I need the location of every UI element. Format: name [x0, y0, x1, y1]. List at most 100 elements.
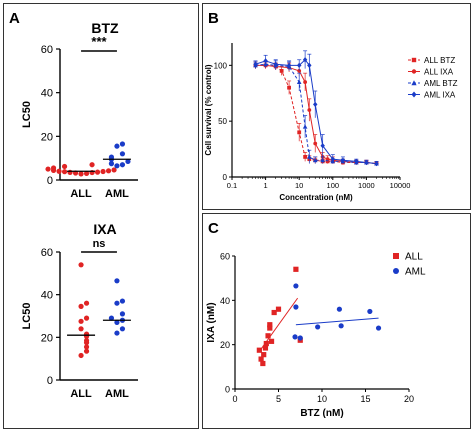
data-point-all: [78, 303, 84, 309]
y-tick-label: 50: [218, 117, 227, 126]
data-point-all: [293, 266, 299, 272]
data-point-aml: [125, 158, 131, 165]
trend-line-aml: [295, 317, 379, 326]
panel-letter-a: A: [9, 10, 20, 27]
x-axis-label: Concentration (nM): [279, 193, 353, 202]
data-point-all: [83, 344, 90, 350]
data-point-all: [94, 169, 101, 175]
y-tick-label: 0: [223, 173, 228, 182]
data-point-all-ixa: [325, 157, 330, 162]
data-point-all: [78, 352, 84, 359]
data-point-aml: [114, 163, 120, 169]
data-point-aml: [114, 330, 120, 336]
data-point-all: [83, 348, 90, 354]
legend-marker-all: [393, 253, 399, 259]
data-point-aml: [119, 162, 126, 168]
data-point-all: [260, 360, 266, 367]
data-point-all-btz: [287, 85, 291, 90]
x-tick-label: 100: [327, 181, 340, 190]
data-point-aml-btz: [302, 124, 308, 129]
data-point-aml-ixa: [313, 101, 318, 108]
data-point-aml: [108, 315, 115, 321]
data-point-all-ixa: [307, 108, 312, 112]
data-point-all: [50, 165, 57, 171]
x-tick-label: 5: [276, 394, 281, 404]
data-point-all: [111, 167, 117, 173]
legend-label-all-btz: ALL BTZ: [424, 56, 455, 65]
y-axis-label: LC50: [21, 101, 33, 128]
data-point-aml-ixa: [374, 160, 379, 167]
y-tick-label: 100: [214, 61, 228, 70]
data-point-all: [105, 168, 112, 174]
data-point-aml: [119, 326, 126, 332]
data-point-all: [258, 356, 264, 362]
data-point-all-btz: [279, 69, 284, 73]
y-axis-label: LC50: [21, 303, 33, 330]
data-point-all: [100, 168, 106, 175]
data-point-all-ixa: [313, 141, 318, 146]
legend-marker-all-ixa: [411, 69, 417, 74]
data-point-all: [265, 333, 271, 339]
data-point-all: [61, 169, 68, 175]
data-point-aml-ixa: [263, 58, 268, 64]
data-point-all: [45, 166, 51, 172]
legend-label-all: ALL: [405, 252, 423, 263]
data-point-all: [78, 171, 84, 177]
data-point-aml: [367, 308, 373, 315]
x-tick-label: ALL: [70, 188, 92, 200]
data-point-all: [78, 318, 84, 324]
panel-letter-b: B: [208, 10, 219, 27]
legend-marker-aml-ixa: [411, 91, 417, 98]
legend-marker-all-btz: [411, 57, 417, 63]
data-point-all-btz: [297, 130, 302, 135]
y-tick-label: 40: [41, 88, 53, 100]
legend-label-aml-ixa: AML IXA: [424, 91, 456, 100]
series-line-all-ixa: [255, 64, 377, 165]
data-point-aml: [375, 325, 382, 331]
data-point-aml: [119, 151, 126, 157]
data-point-aml: [114, 278, 120, 284]
data-point-aml: [108, 161, 115, 167]
data-point-all: [267, 325, 273, 331]
data-point-aml-ixa: [330, 156, 335, 162]
significance-label: ns: [93, 238, 106, 250]
data-point-aml: [119, 141, 126, 147]
legend-label-aml: AML: [405, 267, 426, 278]
panel-b: [202, 3, 471, 210]
data-point-all: [83, 315, 90, 321]
y-tick-label: 40: [41, 290, 53, 302]
data-point-all: [61, 163, 68, 170]
data-point-aml: [119, 298, 126, 304]
data-point-aml: [114, 319, 120, 325]
y-tick-label: 60: [41, 247, 53, 259]
y-tick-label: 0: [225, 385, 230, 395]
legend-label-all-ixa: ALL IXA: [424, 68, 454, 77]
data-point-all: [262, 345, 269, 351]
series-line-aml-ixa: [255, 59, 377, 165]
y-tick-label: 0: [47, 375, 53, 387]
chart-title: BTZ: [91, 20, 119, 36]
x-tick-label: AML: [105, 388, 129, 400]
x-axis-label: BTZ (nM): [300, 408, 343, 419]
panel-a: [3, 3, 199, 429]
x-tick-label: 20: [404, 394, 414, 404]
data-point-all: [78, 262, 84, 268]
data-point-aml: [114, 143, 120, 149]
data-point-all: [263, 340, 269, 347]
data-point-aml-ixa: [286, 62, 292, 69]
data-point-aml: [338, 323, 344, 329]
data-point-all: [83, 337, 90, 344]
data-point-all: [261, 352, 267, 358]
legend-marker-aml: [393, 268, 399, 274]
data-point-aml-ixa: [320, 143, 325, 149]
series-line-aml-btz: [255, 63, 377, 165]
data-point-all: [89, 162, 95, 168]
data-point-all-btz: [303, 155, 308, 159]
chart-title: IXA: [93, 221, 116, 237]
data-point-all: [83, 170, 90, 177]
data-point-aml-ixa: [273, 61, 278, 67]
x-tick-label: 1: [264, 181, 268, 190]
x-tick-label: 0: [232, 394, 237, 404]
data-point-aml-ixa: [297, 62, 302, 69]
